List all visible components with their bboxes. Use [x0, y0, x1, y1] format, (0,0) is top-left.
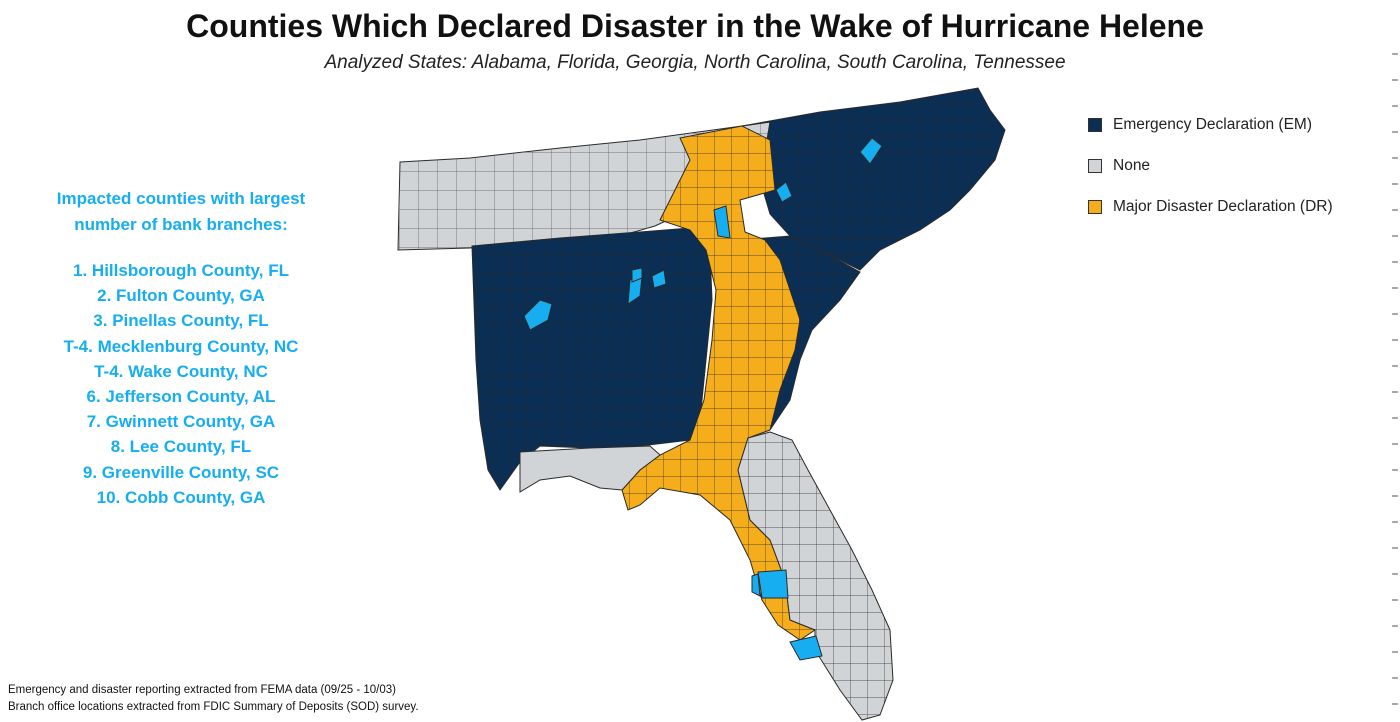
- legend-swatch-none: [1088, 158, 1102, 173]
- wake-county-highlight: [859, 137, 883, 165]
- gwinnett-county-highlight: [651, 269, 667, 289]
- impacted-heading-line1: Impacted counties with largest: [56, 189, 306, 208]
- legend-swatch-emergency: [1088, 117, 1102, 132]
- alabama-georgia-county-lines: [472, 228, 712, 490]
- legend-label: Emergency Declaration (EM): [1113, 115, 1312, 133]
- scroll-tick-rail: [1392, 53, 1398, 705]
- greenville-county-highlight: [713, 205, 731, 239]
- pinellas-county-highlight: [751, 573, 761, 597]
- hillsborough-county-highlight: [757, 569, 789, 599]
- impacted-county-item: 6. Jefferson County, AL: [86, 387, 276, 407]
- impacted-county-item: 10. Cobb County, GA: [96, 487, 266, 507]
- impacted-county-item: T-4. Wake County, NC: [94, 361, 268, 381]
- impacted-heading-line2: number of bank branches:: [74, 215, 288, 234]
- legend-swatch-major-disaster: [1088, 199, 1102, 214]
- florida-county-lines: [738, 432, 893, 720]
- lee-county-highlight: [789, 635, 823, 661]
- north-carolina-county-lines: [742, 88, 1005, 270]
- page-title: Counties Which Declared Disaster in the …: [186, 8, 1204, 44]
- legend-item-none: None: [1088, 145, 1333, 186]
- impacted-county-item: 3. Pinellas County, FL: [93, 311, 269, 331]
- impacted-county-list: 1. Hillsborough County, FL 2. Fulton Cou…: [20, 258, 342, 510]
- impacted-county-item: 7. Gwinnett County, GA: [86, 412, 276, 432]
- page-subtitle: Analyzed States: Alabama, Florida, Georg…: [324, 52, 1066, 73]
- legend-item-emergency: Emergency Declaration (EM): [1088, 104, 1333, 145]
- impacted-county-item: 9. Greenville County, SC: [82, 462, 280, 482]
- footnote-line1: Emergency and disaster reporting extract…: [8, 684, 396, 696]
- tennessee-county-lines: [398, 122, 770, 250]
- impacted-county-item: 8. Lee County, FL: [110, 437, 252, 457]
- impacted-counties-panel: Impacted counties with largest number of…: [20, 186, 342, 510]
- footnote-line2: Branch office locations extracted from F…: [8, 701, 419, 713]
- legend-label: None: [1113, 156, 1151, 174]
- impacted-county-item: 2. Fulton County, GA: [97, 286, 265, 306]
- jefferson-county-highlight: [523, 299, 553, 331]
- impacted-county-item: T-4. Mecklenburg County, NC: [63, 336, 299, 356]
- major-disaster-county-lines: [622, 126, 815, 640]
- source-footnote: Emergency and disaster reporting extract…: [8, 682, 419, 716]
- impacted-heading: Impacted counties with largest number of…: [20, 186, 342, 238]
- impacted-county-item: 1. Hillsborough County, FL: [73, 261, 289, 280]
- florida-panhandle-region: [519, 445, 661, 493]
- legend-item-major-disaster: Major Disaster Declaration (DR): [1088, 186, 1333, 227]
- map-legend: Emergency Declaration (EM) None Major Di…: [1088, 104, 1333, 227]
- legend-label: Major Disaster Declaration (DR): [1113, 197, 1333, 215]
- southeast-county-map: [397, 87, 1006, 721]
- mecklenburg-county-highlight: [775, 181, 793, 203]
- cobb-county-highlight: [631, 267, 643, 283]
